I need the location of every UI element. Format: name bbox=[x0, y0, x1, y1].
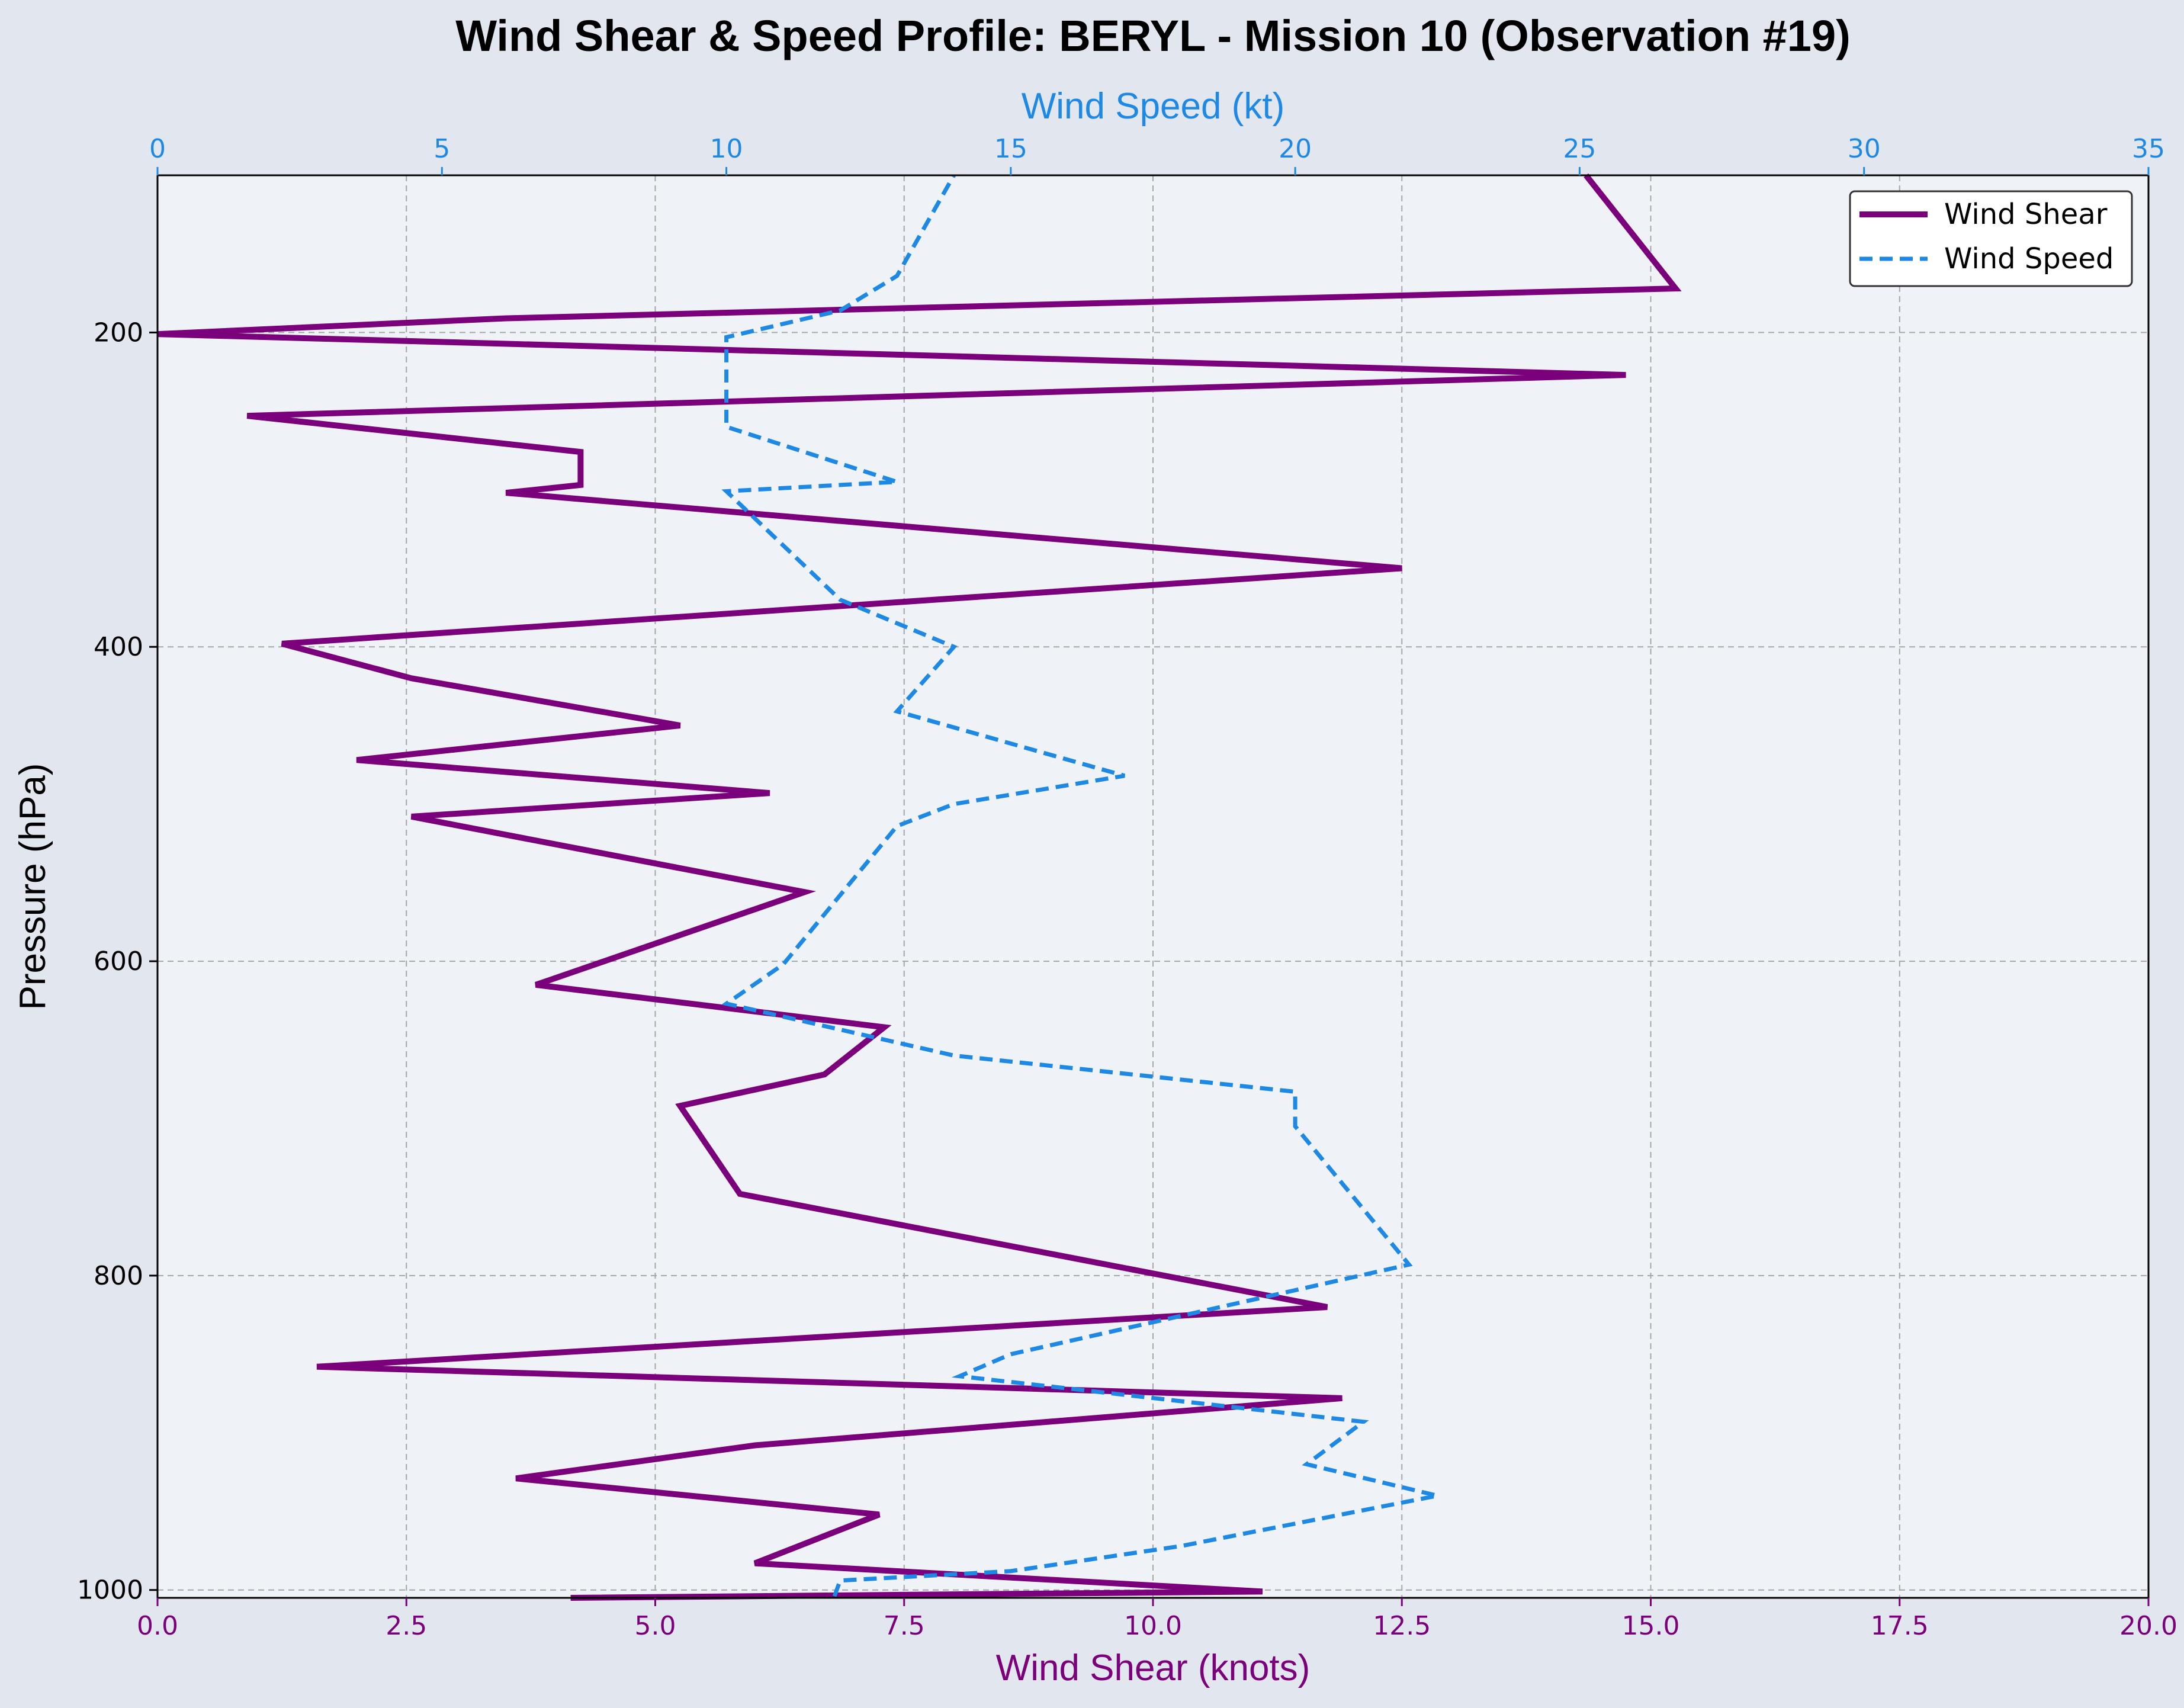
y-tick-label: 1000 bbox=[77, 1575, 143, 1606]
y-tick-label: 200 bbox=[94, 317, 143, 348]
x-bottom-tick-label: 7.5 bbox=[884, 1611, 925, 1641]
x-bottom-tick-label: 20.0 bbox=[2119, 1611, 2177, 1641]
legend-label-wind-speed: Wind Speed bbox=[1944, 242, 2114, 275]
legend-label-wind-shear: Wind Shear bbox=[1944, 198, 2108, 231]
series-lines bbox=[157, 173, 1682, 1601]
x-bottom-tick-label: 12.5 bbox=[1373, 1611, 1431, 1641]
x-top-tick-label: 30 bbox=[1848, 134, 1881, 164]
x-bottom-tick-label: 17.5 bbox=[1871, 1611, 1929, 1641]
y-tick-label: 600 bbox=[94, 946, 143, 977]
x-bottom-tick-label: 5.0 bbox=[635, 1611, 676, 1641]
top-axis-title: Wind Speed (kt) bbox=[1022, 86, 1285, 127]
bottom-axis-title: Wind Shear (knots) bbox=[996, 1648, 1311, 1688]
x-top-tick-label: 0 bbox=[149, 134, 166, 164]
y-tick-label: 800 bbox=[94, 1261, 143, 1291]
series-line-wind-speed bbox=[721, 174, 1438, 1597]
x-top-tick-label: 25 bbox=[1563, 134, 1596, 164]
y-tick-label: 400 bbox=[94, 632, 143, 662]
x-bottom-tick-label: 2.5 bbox=[386, 1611, 427, 1641]
legend: Wind Shear Wind Speed bbox=[1849, 190, 2133, 287]
series-line-wind-shear bbox=[157, 173, 1682, 1601]
x-bottom-tick-label: 15.0 bbox=[1622, 1611, 1680, 1641]
x-top-tick-label: 20 bbox=[1279, 134, 1312, 164]
x-bottom-tick-label: 0.0 bbox=[137, 1611, 178, 1641]
x-top-tick-label: 10 bbox=[710, 134, 743, 164]
y-axis-title: Pressure (hPa) bbox=[12, 763, 53, 1010]
chart-title: Wind Shear & Speed Profile: BERYL - Miss… bbox=[455, 11, 1851, 60]
axis-ticks: 0.0 2.5 5.0 7.5 10.0 12.5 15.0 17.5 20.0 0 5 10 15 20… bbox=[77, 134, 2177, 1641]
x-top-tick-label: 15 bbox=[994, 134, 1027, 164]
x-bottom-tick-label: 10.0 bbox=[1124, 1611, 1182, 1641]
x-top-tick-label: 35 bbox=[2132, 134, 2165, 164]
x-top-tick-label: 5 bbox=[433, 134, 450, 164]
